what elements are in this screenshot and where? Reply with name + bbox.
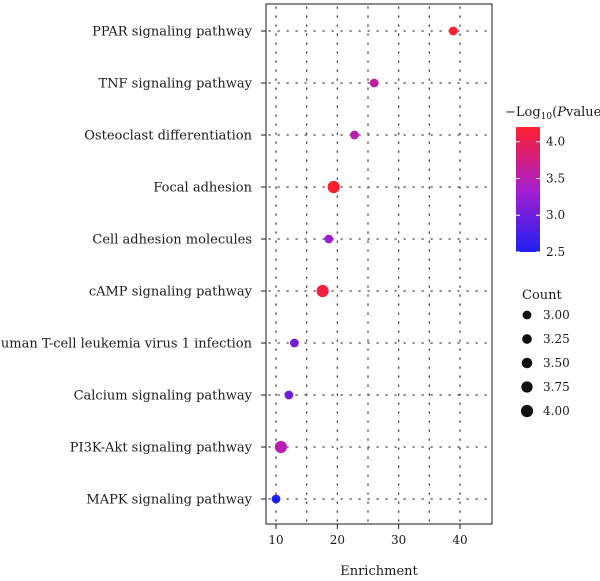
data-point	[448, 26, 458, 36]
data-point	[271, 494, 281, 504]
plot-panel	[265, 3, 493, 525]
color-legend: −Log10(Pvalue) 4.0 3.5 3.0 2.5	[505, 105, 600, 259]
size-legend-dot	[521, 357, 533, 369]
category-label: TNF signaling pathway	[98, 77, 252, 92]
size-legend-label: 3.50	[543, 356, 570, 370]
size-legend: Count 3.00 3.25 3.50 3.75 4.00	[520, 288, 570, 418]
grid	[268, 6, 490, 522]
size-legend-label: 3.75	[543, 380, 570, 394]
size-legend-dot	[522, 334, 532, 344]
category-label: cAMP signaling pathway	[89, 285, 253, 300]
data-point	[350, 130, 359, 140]
x-axis-title: Enrichment	[340, 564, 418, 579]
size-legend-title: Count	[522, 288, 563, 303]
data-point	[290, 338, 299, 348]
x-tick-label: 10	[268, 533, 283, 547]
color-legend-tick-label: 4.0	[546, 135, 565, 149]
data-point	[274, 440, 288, 454]
color-legend-title: −Log10(Pvalue)	[505, 105, 600, 122]
category-label: PI3K-Akt signaling pathway	[70, 441, 253, 456]
x-tick-label: 30	[391, 533, 406, 547]
color-legend-tick-label: 3.5	[546, 171, 565, 185]
data-point	[324, 234, 334, 244]
color-legend-tick-label: 3.0	[546, 208, 565, 222]
color-legend-bar	[516, 127, 540, 252]
category-label: Human T-cell leukemia virus 1 infection	[0, 337, 253, 352]
size-legend-label: 3.25	[543, 332, 570, 346]
color-legend-ticks: 4.0 3.5 3.0 2.5	[516, 135, 565, 259]
size-legend-dot	[522, 310, 532, 320]
data-point	[316, 284, 329, 298]
x-axis: 10 20 30 40	[268, 524, 468, 547]
size-legend-dot	[520, 404, 534, 418]
size-legend-label: 3.00	[543, 308, 570, 322]
x-tick-label: 40	[452, 533, 467, 547]
size-legend-label: 4.00	[543, 404, 570, 418]
data-point	[327, 180, 340, 194]
category-label: Cell adhesion molecules	[92, 233, 252, 248]
category-label: MAPK signaling pathway	[86, 493, 252, 508]
color-legend-tick-label: 2.5	[546, 245, 565, 259]
category-label: Calcium signaling pathway	[74, 389, 253, 404]
x-tick-label: 20	[330, 533, 345, 547]
data-point	[369, 78, 379, 88]
data-points	[271, 26, 458, 504]
y-axis-ticks	[261, 30, 266, 500]
category-label: PPAR signaling pathway	[92, 25, 253, 40]
size-legend-dot	[521, 381, 533, 393]
category-label: Osteoclast differentiation	[84, 129, 252, 144]
category-label: Focal adhesion	[153, 181, 252, 196]
y-axis-labels: PPAR signaling pathway TNF signaling path…	[0, 25, 253, 508]
data-point	[284, 390, 294, 400]
